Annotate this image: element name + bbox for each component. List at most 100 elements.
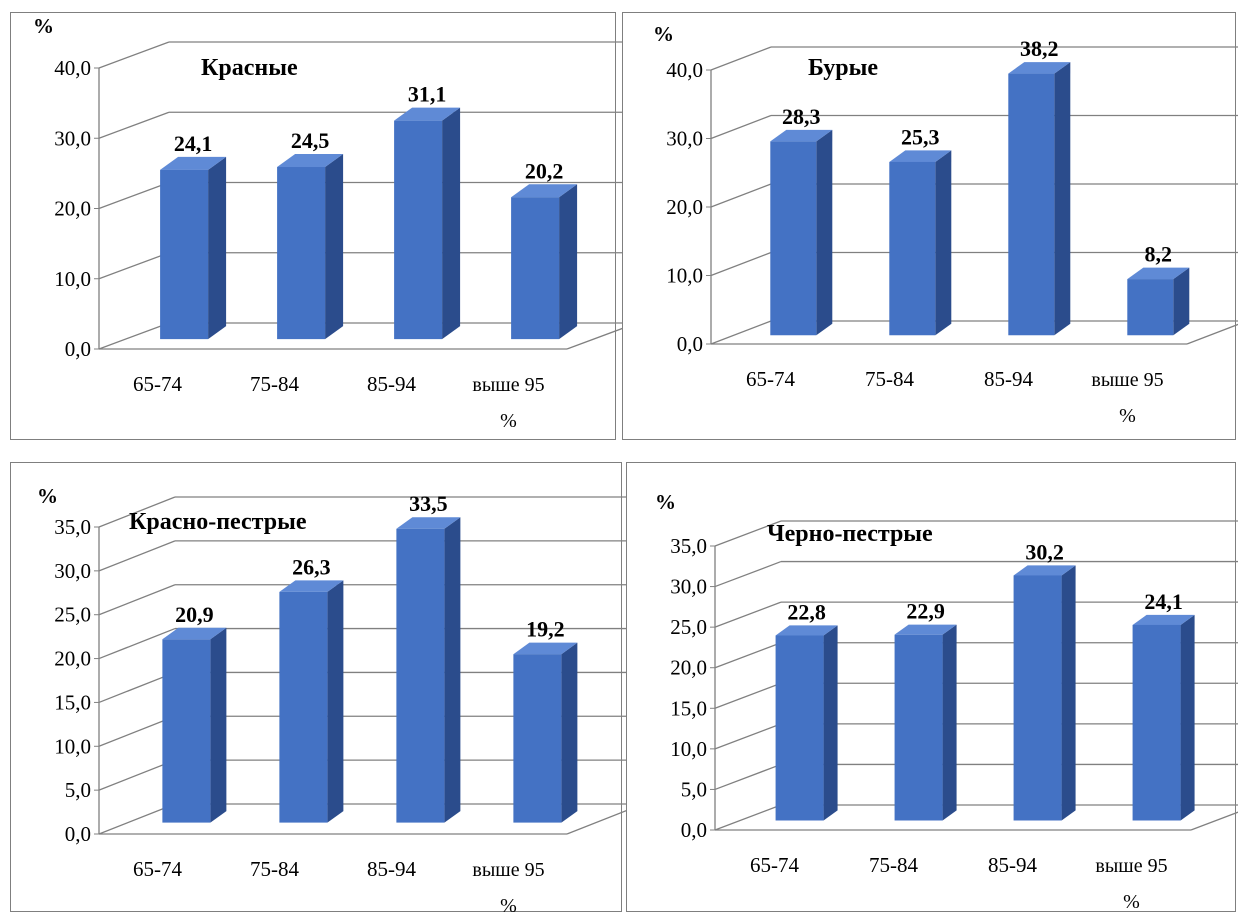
chart-title: Красные xyxy=(201,55,298,81)
gridline-depth xyxy=(714,601,782,628)
y-tick-label: 15,0 xyxy=(670,696,707,720)
gridline-depth xyxy=(98,41,170,69)
y-tick-label: 10,0 xyxy=(54,267,91,291)
chart-panel-red: 0,0 10,0 20,0 30,0 40,0 24,1 24,5 31,1 20,2 65-74… xyxy=(10,12,638,440)
gridline-depth xyxy=(98,671,176,704)
bar-front xyxy=(1013,575,1062,821)
bar-top xyxy=(160,156,227,170)
y-tick-label: 40,0 xyxy=(666,58,703,82)
x-tick-label: 75-84 xyxy=(250,857,299,881)
gridline-depth xyxy=(710,183,772,208)
data-label: 28,3 xyxy=(782,104,821,129)
gridline-depth xyxy=(714,682,782,709)
gridline-depth xyxy=(710,46,772,71)
y-tick-label: 20,0 xyxy=(670,656,707,680)
gridline-depth xyxy=(98,322,170,350)
x-tick-label: 65-74 xyxy=(750,853,799,877)
bar-top xyxy=(770,129,833,142)
gridline-depth xyxy=(98,803,176,835)
y-tick-label: 40,0 xyxy=(54,56,91,80)
y-tick-label: 25,0 xyxy=(54,603,91,627)
gridline-depth xyxy=(714,723,782,750)
y-tick-label: 25,0 xyxy=(670,615,707,639)
bar-3 xyxy=(1013,565,1076,821)
x-tick-label: 75-84 xyxy=(865,367,914,391)
gridline-depth xyxy=(714,804,782,831)
y-tick-label: 30,0 xyxy=(54,126,91,150)
x-tick-label: 65-74 xyxy=(133,857,182,881)
x-tick-label: 75-84 xyxy=(869,853,918,877)
chart-panel-red-pied: 0,0 5,0 10,0 15,0 20,0 25,0 30,0 35,0 20,9 26,3 33… xyxy=(10,462,644,915)
data-label: 30,2 xyxy=(1025,539,1064,564)
x-tick-label: 65-74 xyxy=(746,367,795,391)
x-tick-label: выше 95% xyxy=(472,374,544,432)
data-label: 33,5 xyxy=(409,491,448,516)
chart-svg-red: 0,0 10,0 20,0 30,0 40,0 24,1 24,5 31,1 20,2 65-74… xyxy=(33,14,638,432)
bar-side xyxy=(942,624,957,821)
bar-top xyxy=(162,627,227,640)
y-tick-label: 0,0 xyxy=(681,818,707,842)
x-tick-label: 75-84 xyxy=(250,372,299,396)
bar-side xyxy=(816,129,833,336)
x-tick-label: выше 95% xyxy=(472,859,544,915)
bar-side xyxy=(935,150,952,336)
bar-4 xyxy=(1132,614,1195,821)
bar-front xyxy=(770,141,817,336)
bar-front xyxy=(277,167,326,340)
y-tick-label: 30,0 xyxy=(670,575,707,599)
x-tick-label: 85-94 xyxy=(988,853,1037,877)
y-tick-label: 15,0 xyxy=(54,690,91,714)
y-tick-label: 35,0 xyxy=(670,534,707,558)
x-tick-label: выше 95% xyxy=(1095,855,1167,913)
bar-top xyxy=(1008,62,1071,74)
bar-2 xyxy=(889,150,952,336)
gridline-depth xyxy=(98,627,176,660)
y-tick-label: 5,0 xyxy=(65,778,91,802)
bar-side xyxy=(325,154,344,340)
data-label: 22,9 xyxy=(906,599,945,624)
y-tick-label: 20,0 xyxy=(54,647,91,671)
bar-front xyxy=(1008,73,1055,336)
gridline-depth xyxy=(710,251,772,277)
x-tick-label: 85-94 xyxy=(984,367,1033,391)
bar-front xyxy=(396,528,445,823)
bar-side xyxy=(1061,565,1076,821)
gridline-depth xyxy=(98,111,170,139)
bar-top xyxy=(511,184,578,198)
gridline-depth xyxy=(98,496,176,528)
y-tick-label: 30,0 xyxy=(54,559,91,583)
gridline-depth xyxy=(714,642,782,669)
bar-front xyxy=(394,120,443,340)
bar-front xyxy=(1132,624,1181,821)
bar-side xyxy=(208,156,227,340)
gridline-depth xyxy=(98,715,176,747)
bar-front xyxy=(160,169,209,340)
bar-front xyxy=(1127,279,1174,336)
bar-top xyxy=(1013,565,1076,576)
y-tick-label: 5,0 xyxy=(681,777,707,801)
gridline-depth xyxy=(714,520,782,547)
bar-3 xyxy=(396,517,461,823)
data-label: 25,3 xyxy=(901,124,940,149)
data-label: 19,2 xyxy=(526,617,565,642)
x-tick-label: 65-74 xyxy=(133,372,182,396)
y-axis-unit-label: % xyxy=(33,14,54,38)
floor-right-edge xyxy=(1186,323,1238,345)
bar-side xyxy=(444,517,461,823)
x-tick-label: выше 95% xyxy=(1091,369,1163,427)
bar-top xyxy=(1132,614,1195,625)
data-label: 20,9 xyxy=(175,602,214,627)
y-tick-label: 10,0 xyxy=(54,734,91,758)
y-axis-unit-label: % xyxy=(37,484,58,508)
bar-front xyxy=(511,197,560,340)
chart-panel-brown: 0,0 10,0 20,0 30,0 40,0 28,3 25,3 38,2 8,2 65-74 7… xyxy=(622,12,1238,440)
bar-top xyxy=(394,107,461,121)
x-tick-label: 85-94 xyxy=(367,857,416,881)
y-tick-label: 0,0 xyxy=(677,332,703,356)
y-tick-label: 0,0 xyxy=(65,337,91,361)
bar-top xyxy=(513,642,578,655)
gridline-depth xyxy=(98,540,176,572)
bar-2 xyxy=(277,154,344,340)
data-label: 24,5 xyxy=(291,128,330,153)
bar-side xyxy=(1173,267,1190,336)
